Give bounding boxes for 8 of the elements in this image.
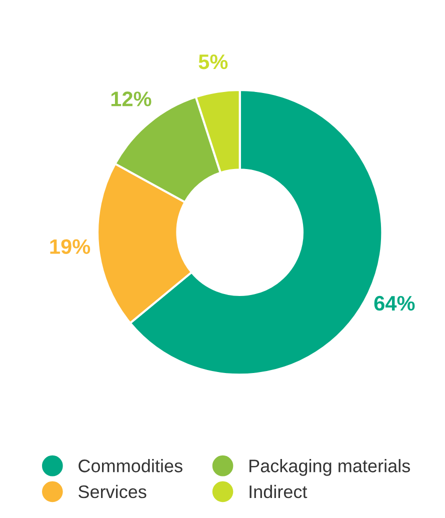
legend-label: Indirect	[250, 484, 308, 498]
legend-label: Services	[78, 484, 146, 498]
data-label: 64%	[374, 296, 415, 311]
data-label: 19%	[50, 239, 90, 254]
data-label: 5%	[198, 54, 228, 70]
legend-label: Commodities	[78, 459, 182, 472]
data-label: 12%	[111, 92, 152, 106]
legend-label: Packaging materials	[250, 459, 410, 476]
